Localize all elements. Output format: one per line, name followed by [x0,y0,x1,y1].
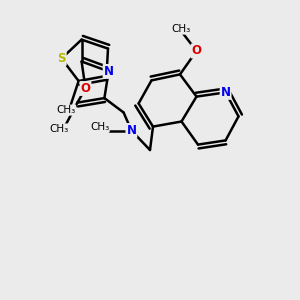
Text: N: N [126,124,136,137]
Text: CH₃: CH₃ [90,122,109,132]
Text: O: O [80,82,91,95]
Text: CH₃: CH₃ [172,24,191,34]
Text: O: O [191,44,202,58]
Text: CH₃: CH₃ [49,124,68,134]
Text: N: N [103,65,114,78]
Text: N: N [220,86,231,99]
Text: S: S [57,52,66,65]
Text: CH₃: CH₃ [56,105,76,115]
